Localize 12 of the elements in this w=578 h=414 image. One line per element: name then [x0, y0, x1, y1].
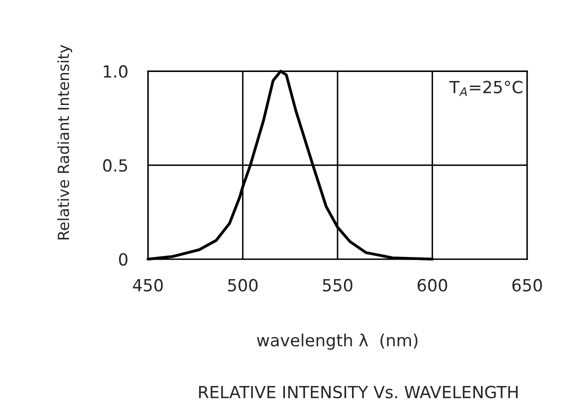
x-tick-label: 600 — [418, 278, 448, 292]
x-tick-label: 450 — [132, 278, 163, 292]
annotation: T$_{A}$=25°C — [449, 80, 522, 96]
y-tick-label: 0 — [119, 253, 128, 266]
y-axis-title: Relative Radiant Intensity — [57, 44, 72, 240]
x-axis-title: wavelength λ (nm) — [256, 334, 418, 350]
y-tick-label: 0.5 — [103, 159, 128, 172]
x-tick-label: 550 — [322, 278, 352, 292]
x-tick-label: 650 — [512, 278, 542, 292]
text: RELATIVE INTENSITY Vs. WAVELENGTH — [199, 386, 518, 398]
y-tick-label: 1.0 — [104, 65, 128, 78]
x-tick-label: 500 — [228, 278, 258, 292]
